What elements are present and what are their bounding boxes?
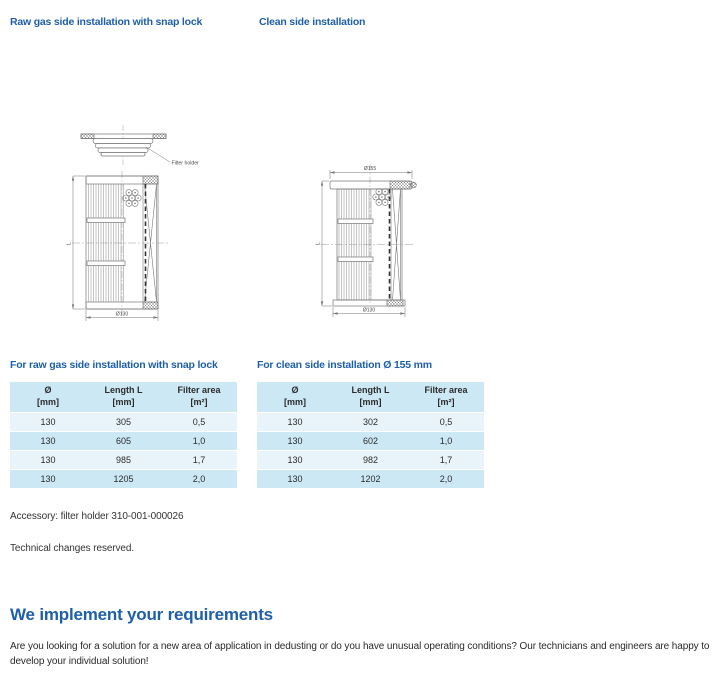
table-cell: 1,0 xyxy=(408,432,484,451)
length-label: L xyxy=(316,242,322,245)
dimension-diameter xyxy=(85,310,159,321)
table-cell: 302 xyxy=(333,413,408,432)
table-row: 130 985 1,7 xyxy=(10,451,237,470)
col-unit: [mm] xyxy=(284,396,306,407)
table-row: 130 982 1,7 xyxy=(257,451,484,470)
table-cell: 130 xyxy=(257,470,333,489)
table-cell: 985 xyxy=(86,451,161,470)
heading-clean-side: Clean side installation xyxy=(259,16,366,28)
col-name: Ø xyxy=(291,385,299,395)
col-unit: [mm] xyxy=(37,396,59,407)
footer-title: We implement your requirements xyxy=(10,605,273,624)
footer-text: Are you looking for a solution for a new… xyxy=(10,641,710,667)
table-title-clean-side: For clean side installation Ø 155 mm xyxy=(257,359,432,371)
raw-gas-drawing: Filter holder xyxy=(67,125,200,321)
col-header-filter-area: Filter area [m²] xyxy=(408,382,484,413)
col-header-length: Length L [mm] xyxy=(86,382,161,413)
col-unit: [mm] xyxy=(112,396,135,407)
col-header-diameter: Ø [mm] xyxy=(257,382,333,413)
col-name: Length L xyxy=(351,385,390,395)
table-cell: 130 xyxy=(10,432,86,451)
table-cell: 130 xyxy=(10,413,86,432)
cartridge-body xyxy=(72,171,169,315)
col-header-length: Length L [mm] xyxy=(333,382,408,413)
filter-holder-drawing xyxy=(80,125,171,165)
heading-raw-gas: Raw gas side installation with snap lock xyxy=(10,16,203,28)
table-cell: 305 xyxy=(86,413,161,432)
table-cell: 1,7 xyxy=(161,451,237,470)
col-name: Filter area xyxy=(177,385,221,395)
table-cell: 1202 xyxy=(333,470,408,489)
diameter-label: Ø130 xyxy=(116,312,128,318)
table-row: 130 605 1,0 xyxy=(10,432,237,451)
clean-side-drawing: Ø155 xyxy=(316,164,417,317)
table-cell: 602 xyxy=(333,432,408,451)
dimension-length xyxy=(71,175,85,310)
table-cell: 982 xyxy=(333,451,408,470)
table-cell: 1,0 xyxy=(161,432,237,451)
table-cell: 130 xyxy=(257,432,333,451)
mesh-symbol xyxy=(372,188,392,206)
dimension-top-diameter xyxy=(329,170,413,179)
diameter-label: Ø130 xyxy=(363,308,375,314)
header-row: Ø [mm] Length L [mm] Filter area [m²] xyxy=(10,382,237,413)
table-cell: 1,7 xyxy=(408,451,484,470)
col-unit: [m²] xyxy=(190,396,208,407)
table-title-raw-gas: For raw gas side installation with snap … xyxy=(10,359,218,371)
table-cell: 1205 xyxy=(86,470,161,489)
col-name: Ø xyxy=(44,385,52,395)
filter-holder-label: Filter holder xyxy=(172,161,200,167)
table-row: 130 1205 2,0 xyxy=(10,470,237,489)
clean-side-table: Ø [mm] Length L [mm] Filter area [m²] 13… xyxy=(257,381,484,489)
table-cell: 130 xyxy=(10,451,86,470)
table-row: 130 305 0,5 xyxy=(10,413,237,432)
col-header-diameter: Ø [mm] xyxy=(10,382,86,413)
col-unit: [m²] xyxy=(437,396,455,407)
table-cell: 0,5 xyxy=(408,413,484,432)
raw-gas-table: Ø [mm] Length L [mm] Filter area [m²] 13… xyxy=(10,381,237,489)
note-technical-changes: Technical changes reserved. xyxy=(10,543,135,554)
table-row: 130 602 1,0 xyxy=(257,432,484,451)
table-cell: 130 xyxy=(257,451,333,470)
header-row: Ø [mm] Length L [mm] Filter area [m²] xyxy=(257,382,484,413)
table-row: 130 302 0,5 xyxy=(257,413,484,432)
table-cell: 2,0 xyxy=(408,470,484,489)
table-cell: 130 xyxy=(10,470,86,489)
table-cell: 605 xyxy=(86,432,161,451)
table-cell: 2,0 xyxy=(161,470,237,489)
table-cell: 0,5 xyxy=(161,413,237,432)
table-cell: 130 xyxy=(257,413,333,432)
col-name: Filter area xyxy=(424,385,468,395)
length-label: L xyxy=(67,242,73,245)
mesh-symbol xyxy=(122,189,142,207)
col-header-filter-area: Filter area [m²] xyxy=(161,382,237,413)
cartridge-body xyxy=(321,164,417,307)
dimension-length xyxy=(320,180,332,307)
col-name: Length L xyxy=(104,385,143,395)
dimension-diameter xyxy=(332,307,406,317)
note-accessory: Accessory: filter holder 310-001-000026 xyxy=(10,511,184,522)
table-row: 130 1202 2,0 xyxy=(257,470,484,489)
col-unit: [mm] xyxy=(359,396,382,407)
